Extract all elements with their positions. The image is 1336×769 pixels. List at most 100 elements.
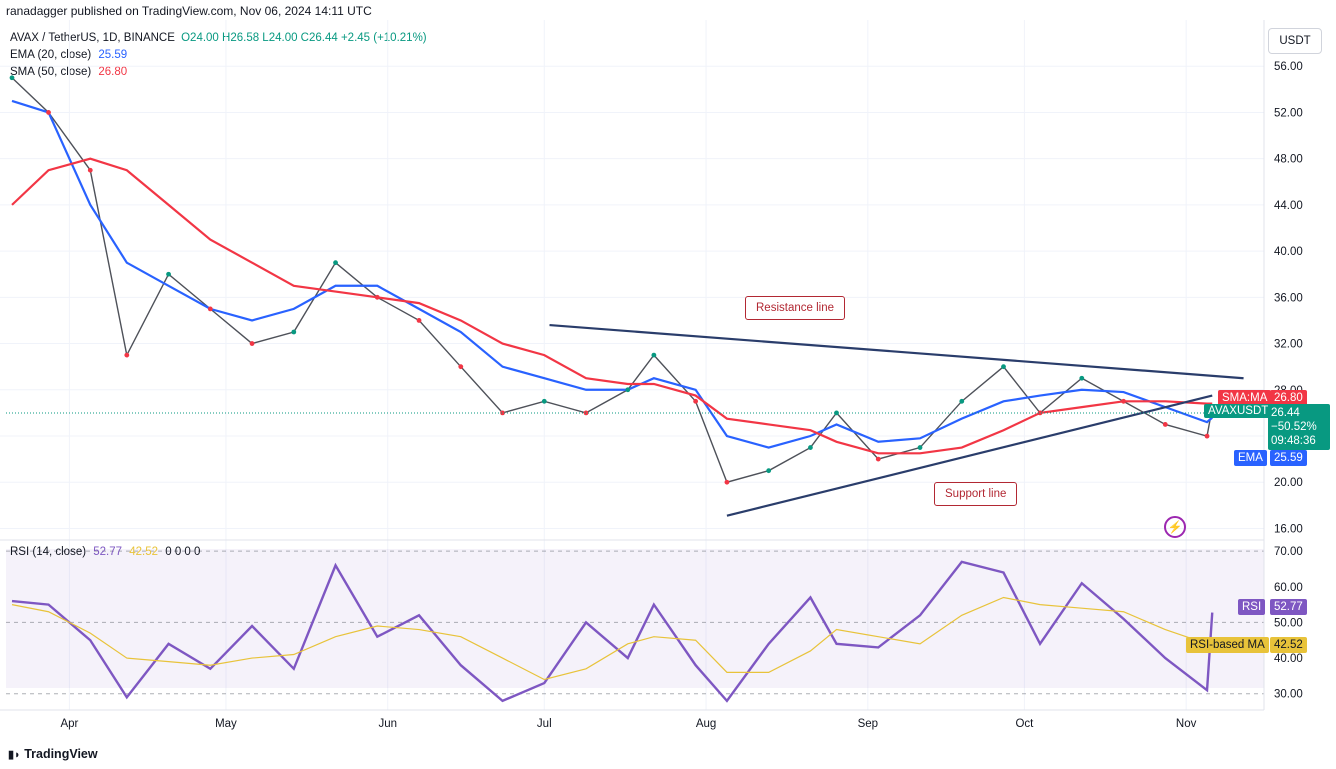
- rsi-ma-axis-value: 42.52: [1270, 637, 1307, 653]
- price-series-group: [9, 75, 1215, 485]
- last-price-tag: 26.44 −50.52% 09:48:36: [1268, 404, 1330, 450]
- sma-axis-value: 26.80: [1270, 390, 1307, 406]
- price-point: [651, 352, 657, 358]
- bar-countdown: 09:48:36: [1271, 435, 1316, 447]
- time-tick-label: Apr: [60, 718, 78, 730]
- price-point: [46, 110, 51, 115]
- grid-lines: [0, 20, 1264, 710]
- rsi-axis-label: RSI: [1238, 599, 1266, 615]
- price-point: [416, 318, 422, 323]
- rsi-series-line: [11, 560, 1214, 703]
- sma-legend-label: SMA (50, close): [10, 66, 92, 78]
- price-point: [374, 294, 380, 300]
- time-tick-label: Oct: [1015, 718, 1034, 730]
- ohlc-values: O24.00 H26.58 L24.00 C26.44 +2.45 (+10.2…: [181, 32, 427, 44]
- price-point: [875, 456, 881, 462]
- resistance-annotation-text: Resistance line: [756, 302, 834, 314]
- price-point: [207, 306, 213, 312]
- price-tick-label: 56.00: [1274, 61, 1303, 73]
- price-tick-label: 44.00: [1274, 200, 1303, 212]
- rsi-axis-value: 52.77: [1270, 599, 1307, 615]
- last-price-value: 26.44: [1271, 407, 1300, 419]
- price-point: [291, 329, 297, 335]
- price-tick-label: 36.00: [1274, 292, 1303, 304]
- price-tick-label: 16.00: [1274, 523, 1303, 535]
- rsi-series-group: [11, 560, 1214, 703]
- price-point: [693, 398, 699, 404]
- axes-group: 16.0020.0024.0028.0032.0036.0040.0044.00…: [60, 61, 1302, 730]
- price-point: [583, 410, 589, 416]
- price-tick-label: 48.00: [1274, 154, 1303, 166]
- support-annotation-text: Support line: [945, 488, 1007, 500]
- time-tick-label: Nov: [1176, 718, 1197, 730]
- price-point: [724, 479, 730, 485]
- support-trendline: [726, 394, 1213, 517]
- ema-axis-label: EMA: [1234, 450, 1267, 466]
- price-point: [1037, 410, 1043, 416]
- time-tick-label: May: [215, 718, 237, 730]
- rsi-tick-label: 50.00: [1274, 617, 1303, 629]
- last-price-change: −50.52%: [1271, 421, 1317, 433]
- time-tick-label: Jul: [537, 718, 552, 730]
- rsi-band-background: [6, 549, 1264, 688]
- tradingview-logo-icon: ▮◗: [8, 749, 21, 761]
- rsi-ma-axis-label: RSI-based MA: [1186, 637, 1269, 653]
- price-point: [1162, 422, 1168, 427]
- ema-legend-label: EMA (20, close): [10, 49, 92, 61]
- ema-legend-value: 25.59: [98, 49, 128, 61]
- resistance-annotation[interactable]: Resistance line: [745, 296, 845, 320]
- price-point: [124, 352, 130, 358]
- price-point: [1079, 375, 1085, 381]
- price-point: [917, 445, 923, 450]
- price-point: [766, 468, 772, 474]
- rsi-tick-label: 30.00: [1274, 689, 1303, 701]
- rsi-tick-label: 40.00: [1274, 653, 1303, 665]
- price-point: [87, 167, 93, 173]
- rsi-ma-series-line: [11, 596, 1213, 681]
- price-point: [249, 341, 255, 346]
- ema-legend-row[interactable]: EMA (20, close) 25.59: [10, 47, 427, 64]
- price-point: [541, 398, 547, 404]
- resistance-trendline: [549, 323, 1244, 380]
- price-point: [166, 271, 171, 277]
- price-point: [500, 410, 505, 416]
- price-point: [458, 364, 464, 370]
- tradingview-logo-text: TradingView: [24, 747, 98, 761]
- trendline-group: [549, 323, 1244, 517]
- price-legend: AVAX / TetherUS, 1D, BINANCE O24.00 H26.…: [10, 30, 427, 81]
- rsi-tick-label: 70.00: [1274, 546, 1303, 558]
- ema-series-line: [11, 99, 1213, 449]
- rsi-legend-label: RSI (14, close): [10, 546, 87, 558]
- price-tick-label: 20.00: [1274, 477, 1303, 489]
- sma-series-line: [11, 157, 1213, 455]
- rsi-legend[interactable]: RSI (14, close) 52.77 42.52 0 0 0 0: [10, 546, 200, 558]
- price-tick-label: 40.00: [1274, 246, 1303, 258]
- sma-legend-value: 26.80: [98, 66, 128, 78]
- price-tick-label: 32.00: [1274, 339, 1303, 351]
- price-tick-label: 52.00: [1274, 107, 1303, 119]
- rsi-legend-zeros: 0 0 0 0: [165, 546, 201, 558]
- price-point: [808, 445, 813, 450]
- currency-button[interactable]: USDT: [1268, 28, 1322, 54]
- time-tick-label: Aug: [696, 718, 716, 730]
- sma-legend-row[interactable]: SMA (50, close) 26.80: [10, 64, 427, 81]
- time-tick-label: Jun: [378, 718, 397, 730]
- price-point: [1121, 398, 1126, 404]
- ema-axis-value: 25.59: [1270, 450, 1307, 466]
- price-point: [1001, 364, 1006, 370]
- sma-axis-label: SMA:MA: [1218, 390, 1272, 406]
- price-point: [9, 75, 15, 81]
- support-annotation[interactable]: Support line: [934, 482, 1018, 506]
- rsi-tick-label: 60.00: [1274, 582, 1303, 594]
- symbol-row: AVAX / TetherUS, 1D, BINANCE O24.00 H26.…: [10, 30, 427, 47]
- price-series-line: [11, 77, 1213, 484]
- price-point: [959, 398, 965, 404]
- symbol-title[interactable]: AVAX / TetherUS, 1D, BINANCE: [10, 32, 175, 44]
- lightning-icon[interactable]: ⚡: [1164, 516, 1186, 538]
- rsi-legend-value: 52.77: [93, 546, 123, 558]
- price-point: [333, 260, 338, 266]
- rsi-legend-ma-value: 42.52: [129, 546, 159, 558]
- tradingview-logo: ▮◗ TradingView: [8, 747, 98, 761]
- price-point: [834, 410, 839, 416]
